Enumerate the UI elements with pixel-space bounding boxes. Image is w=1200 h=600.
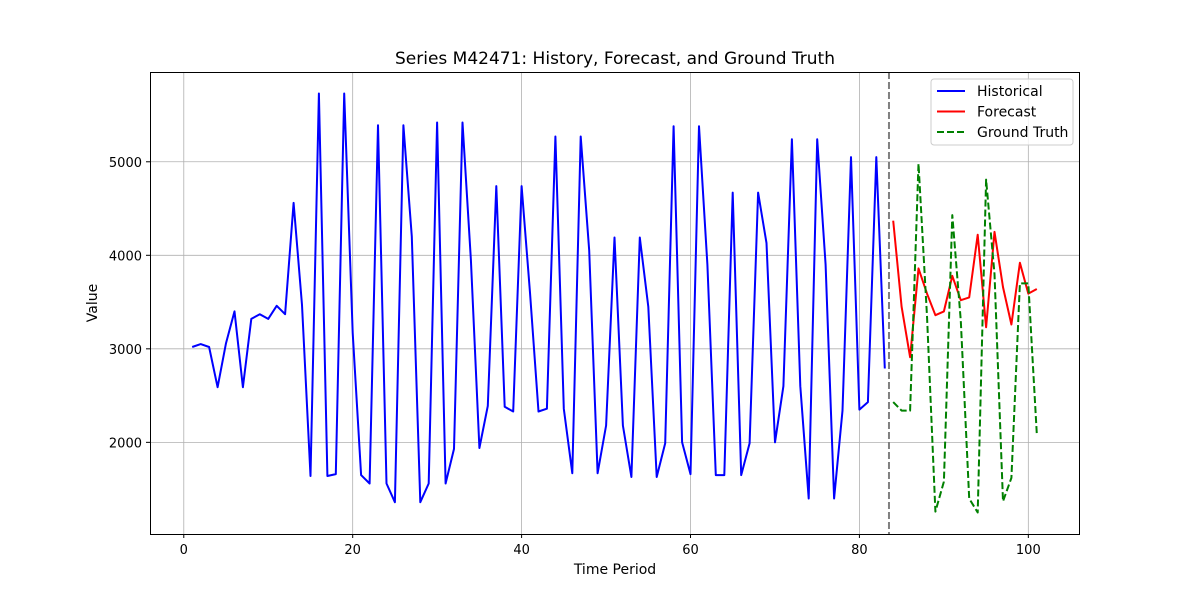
plot-area-frame [150, 72, 1080, 535]
x-tick-label: 80 [851, 543, 868, 558]
x-axis-label: Time Period [573, 562, 656, 578]
x-tick-label: 20 [344, 543, 361, 558]
historical-line [191, 92, 886, 504]
series-lines [191, 92, 1038, 514]
x-tick-label: 60 [682, 543, 699, 558]
y-tick-label: 5000 [109, 156, 142, 171]
forecast-line [892, 220, 1038, 359]
y-tick-label: 4000 [109, 249, 142, 264]
y-axis-label: Value [85, 284, 101, 322]
x-tick-label: 0 [180, 543, 188, 558]
ground-truth-line [892, 162, 1038, 514]
chart-title: Series M42471: History, Forecast, and Gr… [395, 49, 835, 69]
legend-box [930, 78, 1074, 146]
y-tick-label: 2000 [109, 436, 142, 451]
legend: Historical Forecast Ground Truth [930, 78, 1074, 146]
legend-label: Historical [977, 84, 1043, 100]
y-tick-label: 3000 [109, 343, 142, 358]
legend-label: Forecast [977, 105, 1037, 121]
x-tick-label: 100 [1016, 543, 1041, 558]
axis-ticks: 0 20 40 60 80 100 2000 3000 4000 5000 [109, 156, 1041, 558]
x-tick-label: 40 [513, 543, 530, 558]
legend-label: Ground Truth [977, 125, 1068, 141]
